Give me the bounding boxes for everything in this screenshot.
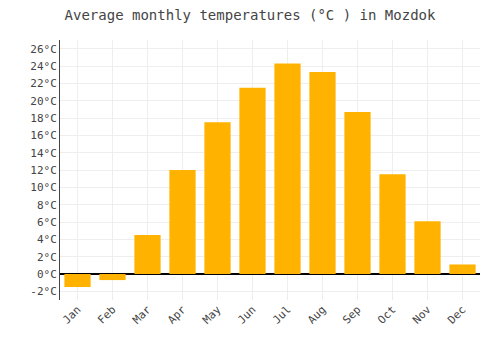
svg-text:Jul: Jul	[270, 303, 293, 326]
svg-text:18°C: 18°C	[30, 112, 57, 125]
svg-text:26°C: 26°C	[30, 43, 57, 56]
svg-text:24°C: 24°C	[30, 60, 57, 73]
svg-text:10°C: 10°C	[30, 181, 57, 194]
svg-text:Nov: Nov	[410, 303, 434, 327]
svg-text:-2°C: -2°C	[30, 285, 57, 298]
svg-text:May: May	[200, 303, 224, 327]
svg-text:Jan: Jan	[60, 303, 83, 326]
svg-text:12°C: 12°C	[30, 164, 57, 177]
svg-text:Aug: Aug	[305, 303, 328, 326]
svg-text:8°C: 8°C	[37, 199, 57, 212]
svg-text:Average monthly temperatures (: Average monthly temperatures (°C ) in Mo…	[65, 7, 436, 23]
svg-text:Apr: Apr	[165, 303, 189, 327]
svg-text:22°C: 22°C	[30, 77, 57, 90]
svg-text:14°C: 14°C	[30, 147, 57, 160]
svg-text:Mar: Mar	[130, 303, 154, 327]
svg-text:20°C: 20°C	[30, 95, 57, 108]
svg-text:Oct: Oct	[375, 303, 398, 326]
svg-text:0°C: 0°C	[37, 268, 57, 281]
svg-text:Feb: Feb	[95, 303, 118, 326]
svg-text:Dec: Dec	[445, 303, 468, 326]
svg-text:Sep: Sep	[340, 303, 363, 326]
svg-text:Jun: Jun	[235, 303, 258, 326]
svg-text:2°C: 2°C	[37, 251, 57, 264]
svg-text:6°C: 6°C	[37, 216, 57, 229]
svg-text:16°C: 16°C	[30, 129, 57, 142]
svg-text:4°C: 4°C	[37, 233, 57, 246]
